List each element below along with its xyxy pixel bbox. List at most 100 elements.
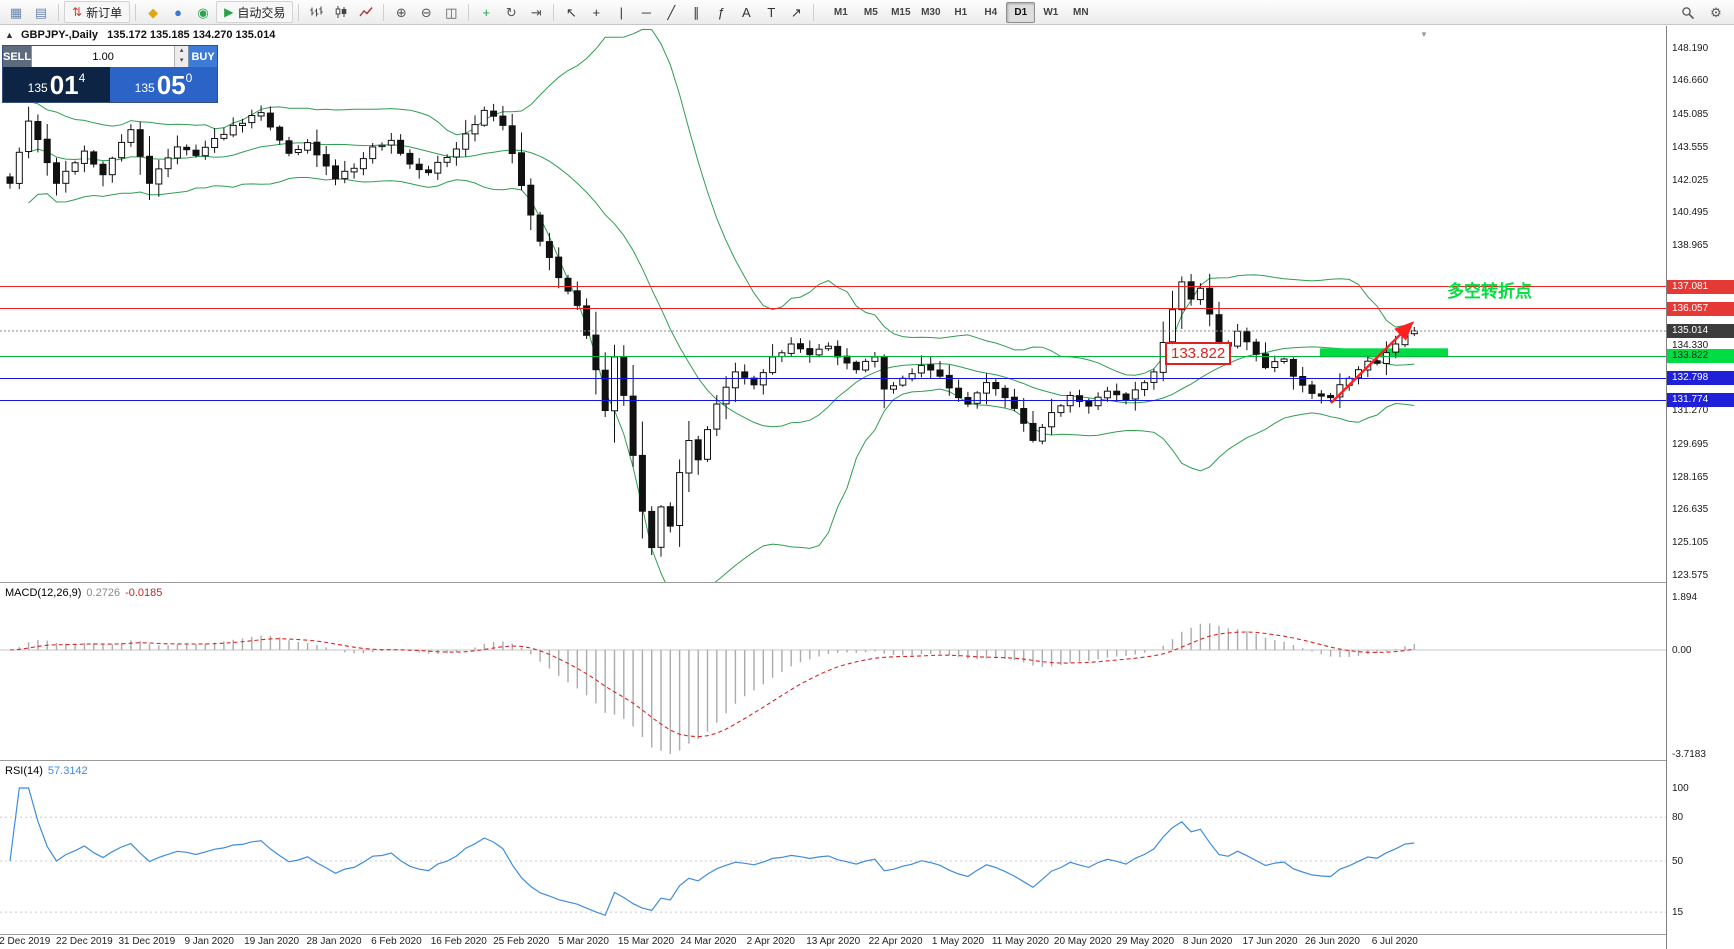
buy-price-prefix: 135: [134, 80, 155, 95]
date-label: 6 Jul 2020: [1371, 936, 1418, 947]
indicators-add-icon[interactable]: +: [482, 4, 491, 20]
fibonacci-icon[interactable]: ƒ: [717, 4, 725, 20]
time-axis: 12 Dec 2019 22 Dec 2019 31 Dec 2019 9 Jan 2…: [0, 936, 1666, 949]
horizontal-line-icon[interactable]: ─: [641, 4, 651, 20]
label-icon[interactable]: T: [767, 4, 776, 20]
date-label: 28 Jan 2020: [306, 936, 362, 947]
timeframe-d1-button[interactable]: D1: [1006, 1, 1036, 23]
toolbar-right-group: ⚙: [1676, 2, 1728, 24]
auto-scroll-icon[interactable]: ↻: [505, 4, 517, 20]
rsi-scale-label: 100: [1672, 783, 1689, 794]
candlestick-chart-icon[interactable]: [329, 1, 353, 23]
symbol-info-bar: ▲ GBPJPY-,Daily 135.172 135.185 134.270 …: [5, 29, 275, 41]
coin-icon[interactable]: ◆: [148, 4, 159, 20]
date-label: 2 Apr 2020: [746, 936, 795, 947]
price-tick: 143.555: [1672, 141, 1709, 153]
arrows-icon[interactable]: ↗: [790, 4, 802, 20]
chart-window: 148.190 146.660 145.085 143.555 142.025 140.4…: [0, 26, 1734, 949]
channel-icon[interactable]: ∥: [693, 4, 700, 20]
settings-icon[interactable]: ⚙: [1710, 5, 1722, 20]
macd-scale-label: -3.7183: [1672, 749, 1706, 760]
date-label: 13 Apr 2020: [806, 936, 861, 947]
macd-scale-label: 0.00: [1672, 645, 1692, 656]
price-chart: [0, 28, 1666, 582]
support-price-label[interactable]: 133.822: [1165, 342, 1232, 365]
volume-field: ▴ ▾: [31, 46, 190, 67]
price-tick: 142.025: [1672, 174, 1709, 186]
macd-scale-label: 1.894: [1672, 592, 1698, 603]
date-label: 26 Jun 2020: [1304, 936, 1360, 947]
vertical-line-icon[interactable]: |: [619, 4, 624, 20]
timeframe-m1-button[interactable]: M1: [833, 6, 848, 18]
timeframe-m30-button[interactable]: M30: [921, 6, 941, 18]
chart-shift-icon[interactable]: ⇥: [530, 4, 542, 20]
date-label: 31 Dec 2019: [118, 936, 176, 947]
autotrading-button[interactable]: ▶ 自动交易: [216, 1, 294, 23]
date-label: 6 Feb 2020: [371, 936, 422, 947]
buy-price-pips: 05: [156, 69, 186, 100]
one-click-trading-panel: SELL ▴ ▾ BUY 135 01 4 135: [2, 45, 218, 103]
price-tick: 146.660: [1672, 75, 1709, 87]
volume-input[interactable]: [32, 46, 175, 67]
macd-label: MACD(12,26,9) 0.2726 -0.0185: [5, 587, 163, 599]
toolbar-separator: [553, 3, 555, 21]
date-label: 29 May 2020: [1116, 936, 1175, 947]
trendline-icon[interactable]: ╱: [667, 4, 676, 20]
crosshair-icon[interactable]: +: [592, 4, 601, 20]
cursor-icon[interactable]: ↖: [565, 4, 577, 20]
toolbar-items: ▦ ▤ ⇅ 新订单 ◆ ● ◉ ▶ 自动交易 ⊕ ⊖ ◫ + ↻ ⇥ ↖ + | ─ ╱ ∥ ƒ A T ↗: [4, 1, 818, 23]
symbol-ohlc: 135.172 135.185 134.270 135.014: [107, 29, 276, 41]
sell-button[interactable]: SELL: [3, 46, 32, 67]
trend-arrow[interactable]: [1330, 321, 1414, 404]
pane-separator[interactable]: [0, 934, 1734, 935]
text-icon[interactable]: A: [741, 4, 751, 20]
buy-button[interactable]: BUY: [189, 46, 217, 67]
bar-chart-icon[interactable]: [304, 1, 328, 23]
timeframe-h1-button[interactable]: H1: [954, 6, 968, 18]
new-chart-icon[interactable]: ▦: [9, 4, 23, 20]
timeframe-m15-button[interactable]: M15: [891, 6, 911, 18]
price-tick: 148.190: [1672, 42, 1709, 54]
timeframe-mn-button[interactable]: MN: [1073, 6, 1089, 18]
line-chart-icon[interactable]: [354, 1, 378, 23]
zoom-out-icon[interactable]: ⊖: [420, 4, 432, 20]
sell-price-button[interactable]: 135 01 4: [3, 67, 110, 102]
new-order-button[interactable]: ⇅ 新订单: [64, 1, 131, 23]
symbol-title: GBPJPY-,Daily: [20, 29, 99, 41]
one-click-toggle-icon[interactable]: ▲: [5, 30, 14, 40]
volume-decrease-button[interactable]: ▾: [179, 57, 184, 64]
market-icon[interactable]: ●: [174, 4, 182, 20]
date-label: 22 Dec 2019: [56, 936, 113, 947]
toolbar: ▦ ▤ ⇅ 新订单 ◆ ● ◉ ▶ 自动交易 ⊕ ⊖ ◫ + ↻ ⇥ ↖ + | ─ ╱ ∥ ƒ A T ↗ M1 M5 M15 M3…: [0, 0, 1734, 25]
bollinger-bands: [28, 28, 1415, 582]
buy-price-button[interactable]: 135 05 0: [110, 67, 217, 102]
date-label: 9 Jan 2020: [184, 936, 234, 947]
price-tick: 123.575: [1672, 569, 1709, 581]
toolbar-separator: [813, 3, 815, 21]
turning-point-text[interactable]: 多空转折点: [1447, 282, 1532, 301]
date-label: 19 Jan 2020: [244, 936, 300, 947]
refresh-icon[interactable]: ◉: [197, 4, 209, 20]
tile-windows-icon[interactable]: ◫: [445, 4, 458, 20]
volume-increase-button[interactable]: ▴: [179, 47, 184, 54]
pane-separator[interactable]: [0, 582, 1734, 583]
search-icon[interactable]: [1676, 2, 1700, 24]
timeframe-m5-button[interactable]: M5: [863, 6, 878, 18]
date-label: 16 Feb 2020: [430, 936, 487, 947]
chart-shift-marker[interactable]: ▼: [1420, 30, 1428, 39]
price-tag: 132.798: [1667, 371, 1734, 386]
price-tag: 131.774: [1667, 393, 1734, 408]
chart-profile-icon[interactable]: ▤: [34, 4, 48, 20]
toolbar-separator: [468, 3, 470, 21]
macd-pane: [0, 623, 1666, 754]
price-tick: 140.495: [1672, 207, 1709, 219]
price-axis: 148.190 146.660 145.085 143.555 142.025 140.4…: [1666, 26, 1734, 949]
timeframe-h4-button[interactable]: H4: [984, 6, 998, 18]
zoom-in-icon[interactable]: ⊕: [395, 4, 407, 20]
date-label: 15 Mar 2020: [617, 936, 675, 947]
timeframe-w1-button[interactable]: W1: [1043, 6, 1059, 18]
toolbar-separator: [298, 3, 300, 21]
price-tick: 138.965: [1672, 240, 1709, 252]
date-label: 25 Feb 2020: [493, 936, 550, 947]
pane-separator[interactable]: [0, 760, 1734, 761]
